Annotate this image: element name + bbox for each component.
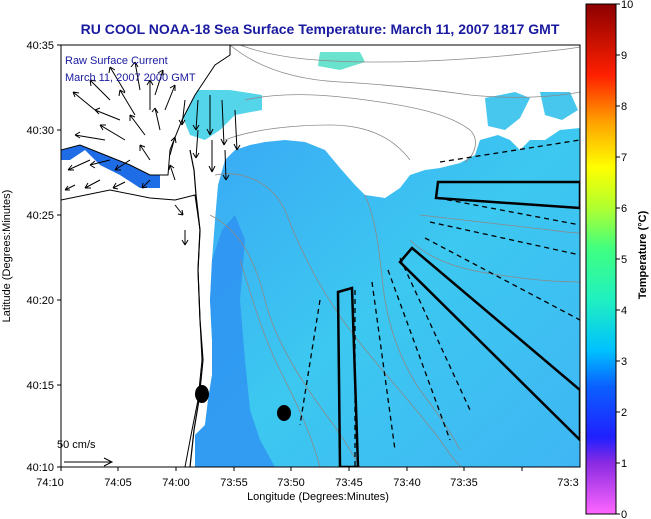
colorbar-tick-label: 7 [621,152,627,164]
x-tick-label: 73:40 [393,477,421,489]
y-axis: 40:35 40:30 40:25 40:20 40:15 40:10 Lati… [1,40,61,474]
y-tick-label: 40:25 [26,210,54,222]
colorbar-label: Temperature (°C) [637,210,649,299]
sst-north-patch [180,90,262,140]
plot-frame [60,44,581,468]
sst-water-field [195,128,580,467]
bathymetry-contours [209,45,580,467]
transect-lines [299,139,580,467]
y-tick-label: 40:20 [26,295,54,307]
land-raritan-bay [61,45,231,176]
scale-arrow-icon [64,457,114,467]
marker-dot-2 [277,405,291,421]
map-title: RU COOL NOAA-18 Sea Surface Temperature:… [81,21,560,37]
land-sandy-hook [189,149,204,467]
colorbar-tick-label: 0 [621,509,627,519]
y-tick-label: 40:30 [26,125,54,137]
current-vectors [64,61,241,246]
y-axis-label: Latitude (Degrees:Minutes) [1,190,13,323]
plot-area [61,45,580,467]
colorbar-tick-label: 3 [621,356,627,368]
sst-ne-patch [540,92,578,120]
annotation-line-1: Raw Surface Current [65,55,168,67]
colorbar-tick-label: 9 [621,50,627,62]
x-axis-label: Longitude (Degrees:Minutes) [247,491,389,503]
scale-label: 50 cm/s [57,439,96,451]
colorbar-tick-label: 6 [621,203,627,215]
colorbar-gradient [585,3,617,515]
x-tick-label: 74:10 [36,477,64,489]
sst-east-patch [485,92,530,130]
y-tick-label: 40:35 [26,40,54,52]
x-tick-label: 73:55 [220,477,248,489]
survey-boxes [336,180,580,467]
colorbar-tick-label: 10 [621,0,633,11]
x-tick-label: 73:50 [277,477,305,489]
sst-nearshore-band [195,215,275,467]
x-tick-label: 73:3 [557,477,578,489]
colorbar: 10 9 8 7 6 5 4 3 2 1 0 Temperature (°C) [585,0,649,519]
x-axis: 74:10 74:05 74:00 73:55 73:50 73:45 73:4… [36,467,579,503]
x-tick-label: 73:45 [335,477,363,489]
colorbar-tick-label: 5 [621,254,627,266]
x-tick-label: 74:05 [104,477,132,489]
colorbar-tick-label: 1 [621,458,627,470]
x-tick-label: 74:00 [162,477,190,489]
land-coast [61,189,203,467]
colorbar-tick-label: 8 [621,101,627,113]
colorbar-tick-label: 2 [621,407,627,419]
y-tick-label: 40:15 [26,380,54,392]
y-tick-label: 40:10 [26,462,54,474]
colorbar-tick-label: 4 [621,305,627,317]
x-tick-label: 73:35 [450,477,478,489]
annotation-line-2: March 11, 2007 2000 GMT [65,72,196,84]
marker-dot-1 [195,385,209,403]
